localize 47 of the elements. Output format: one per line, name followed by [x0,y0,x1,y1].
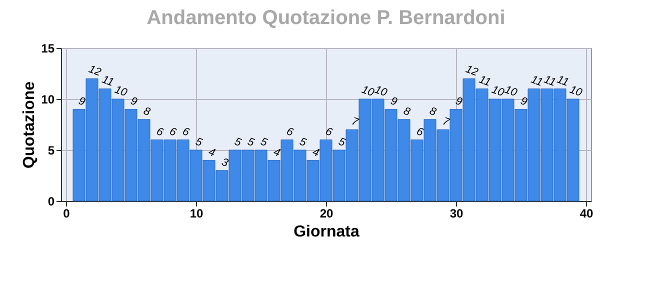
data-label: 11 [542,74,558,89]
data-label: 5 [258,136,270,150]
x-tick-label: 40 [580,206,594,220]
data-label: 5 [194,136,204,150]
data-label: 8 [402,105,412,119]
data-label: 4 [272,146,282,160]
data-label: 6 [284,126,296,140]
data-label: 11 [555,74,570,89]
data-label: 7 [440,115,452,130]
y-tick-label: 0 [48,194,55,208]
x-tick-label: 10 [190,206,204,220]
data-label: 6 [324,126,334,140]
data-label: 9 [454,94,464,108]
data-label: 12 [86,63,103,79]
data-label: 5 [298,136,308,150]
data-label: 11 [529,74,544,89]
data-label: 5 [232,136,244,150]
data-label: 12 [464,63,480,79]
data-label: 9 [518,94,529,108]
y-tick-label: 10 [41,92,55,106]
y-tick-label: 5 [48,144,55,158]
data-label: 9 [76,94,87,108]
data-label: 5 [246,136,256,150]
data-label: 9 [128,94,139,108]
data-label: 9 [388,94,399,108]
data-label: 4 [206,146,217,160]
data-label: 6 [180,126,192,140]
data-label: 4 [310,146,321,160]
data-label: 3 [220,156,230,170]
data-label: 11 [100,74,116,89]
data-label: 6 [168,126,178,140]
data-label: 8 [428,105,438,119]
data-label: 6 [414,126,426,140]
x-tick-label: 30 [450,206,464,220]
y-tick-label: 15 [41,42,55,56]
chart-title: Andamento Quotazione P. Bernardoni [146,7,506,29]
data-label: 7 [350,115,360,130]
data-label: 6 [154,126,166,140]
data-label: 10 [568,84,584,100]
y-axis-title: Quotazione [21,81,38,169]
data-label: 10 [112,84,130,100]
data-label: 8 [142,105,152,119]
data-label: 11 [477,74,492,89]
data-label: 5 [336,136,348,150]
x-tick-label: 0 [63,206,70,220]
x-tick-label: 20 [320,206,334,220]
x-axis-title: Giornata [294,224,360,240]
